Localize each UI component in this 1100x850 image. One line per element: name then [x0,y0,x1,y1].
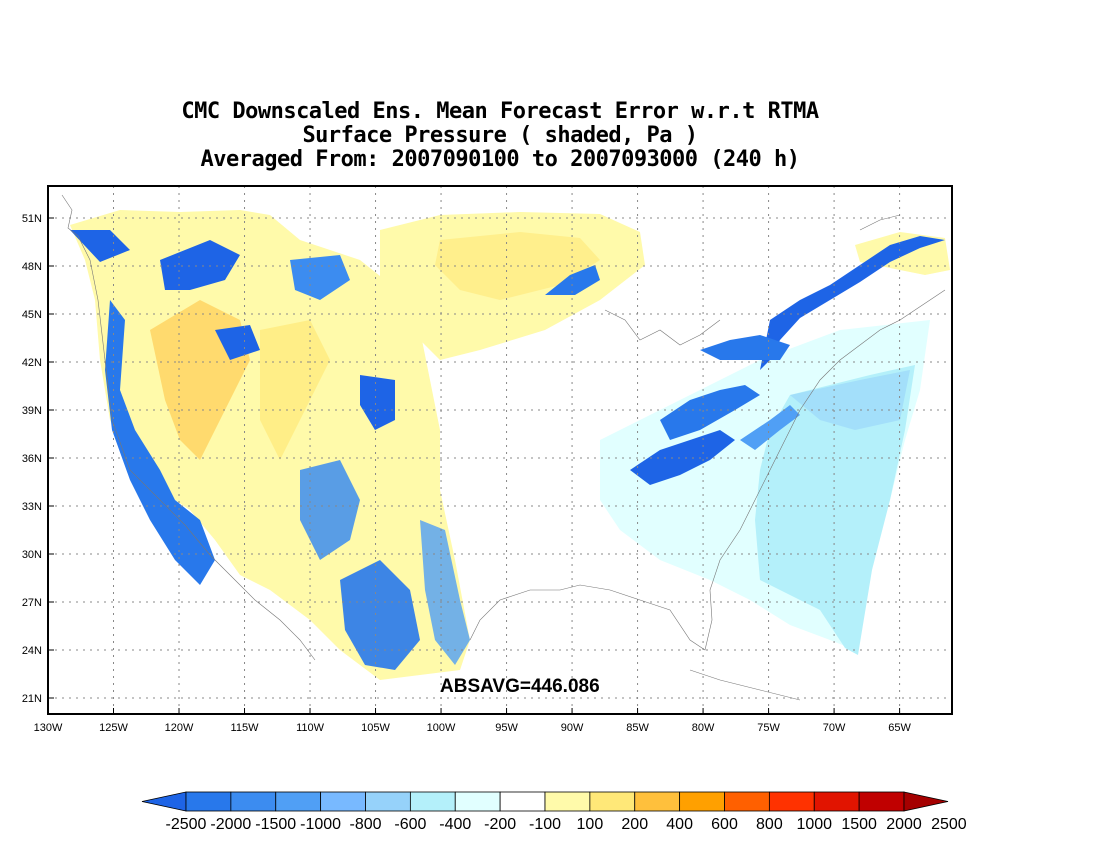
colorbar-box [365,791,411,812]
shade-west-orange-2 [260,320,330,460]
colorbar-label: -400 [439,816,471,833]
lon-tick-label: 125W [99,722,128,734]
colorbar-box [679,791,725,812]
shade-appalachian-band-1 [700,335,790,360]
colorbar-arrow-high [903,791,949,812]
shade-west-blue-coast [105,300,215,585]
colorbar-box [185,791,232,812]
lon-tick-label: 110W [296,722,325,734]
colorbar-label: 1000 [796,816,832,833]
lat-tick-label: 24N [22,645,42,657]
colorbar-label: 200 [621,816,648,833]
title-line-2: Surface Pressure ( shaded, Pa ) [302,123,698,148]
shade-west-blue-2 [215,325,260,360]
shade-west-blue-1 [70,230,130,262]
lon-tick-label: 115W [231,722,260,734]
colorbar-box [634,791,681,812]
colorbar-label: 2000 [886,816,922,833]
lat-tick-labels: 51N 48N 45N 42N 39N 36N 33N 30N 27N 24N 21N [22,213,54,705]
lon-tick-label: 95W [495,722,518,734]
colorbar-arrow-low [141,791,187,812]
lat-tick-label: 36N [22,453,42,465]
lat-tick-label: 51N [22,213,42,225]
shade-west-blue-6 [340,560,420,670]
lon-tick-label: 75W [757,722,780,734]
lat-tick-label: 27N [22,597,42,609]
colorbar-box [724,791,770,812]
lon-tick-labels: 130W 125W 120W 115W 110W 105W 100W 95W 90W 85W 80W… [34,708,912,734]
colorbar-label: 800 [756,816,783,833]
colorbar-label: -2500 [166,816,207,833]
colorbar-label: -100 [529,816,561,833]
colorbar-box [409,791,456,812]
colorbar-box [589,791,636,812]
colorbar-label: -1000 [300,816,341,833]
colorbar-box [544,791,591,812]
absavg-label: ABSAVG=446.086 [440,676,600,697]
title-line-1: CMC Downscaled Ens. Mean Forecast Error … [181,99,819,124]
shade-appalachian-band-3 [630,430,735,485]
colorbar-label: 400 [666,816,693,833]
colorbar-box [768,791,815,812]
lon-tick-label: 85W [626,722,649,734]
coastline [61,194,946,701]
lat-tick-label: 42N [22,357,42,369]
colorbar-box [230,791,277,812]
shade-west-blue-5 [300,460,360,560]
colorbar-label: -2000 [210,816,251,833]
colorbar-box [320,791,366,812]
lon-tick-label: 70W [823,722,846,734]
colorbar-labels: -2500 -2000 -1500 -1000 -800 -600 -400 -200 -100… [166,816,967,833]
map-frame [47,185,953,715]
colorbar-label: -800 [349,816,381,833]
colorbar-label: -200 [484,816,516,833]
lat-tick-label: 33N [22,501,42,513]
pressure-error-shading [70,210,950,680]
colorbar-box [454,791,501,812]
lon-tick-label: 90W [561,722,584,734]
lat-tick-label: 39N [22,405,42,417]
colorbar-box [813,791,860,812]
lon-tick-label: 100W [427,722,456,734]
colorbar-box [499,791,546,812]
map-title: CMC Downscaled Ens. Mean Forecast Error … [0,100,1000,172]
lon-tick-label: 105W [361,722,390,734]
colorbar [141,791,949,812]
lon-tick-label: 130W [34,722,63,734]
lon-tick-label: 120W [165,722,194,734]
lon-tick-label: 65W [888,722,911,734]
lat-tick-label: 21N [22,693,42,705]
shade-texas-blue [420,520,470,665]
lat-tick-label: 30N [22,549,42,561]
lat-tick-label: 45N [22,309,42,321]
colorbar-label: 2500 [931,816,967,833]
shade-west-blue-4 [360,375,395,430]
shade-appalachian-band-2 [660,385,760,440]
shade-atlantic-cyan-2 [790,370,910,430]
colorbar-box [858,791,905,812]
lon-tick-label: 80W [692,722,715,734]
colorbar-label: 600 [711,816,738,833]
lat-tick-label: 48N [22,261,42,273]
colorbar-label: 1500 [841,816,877,833]
shade-appalachian-band-4 [740,405,800,450]
colorbar-label: -1500 [255,816,296,833]
colorbar-label: 100 [577,816,604,833]
title-line-3: Averaged From: 2007090100 to 2007093000 … [200,147,800,172]
shade-superior-blue [545,265,600,295]
colorbar-box [275,791,322,812]
shade-atlantic-cyan [755,365,915,655]
shade-west-blue-ridge [160,240,240,290]
colorbar-label: -600 [394,816,426,833]
shade-stlawrence-band [760,236,945,370]
